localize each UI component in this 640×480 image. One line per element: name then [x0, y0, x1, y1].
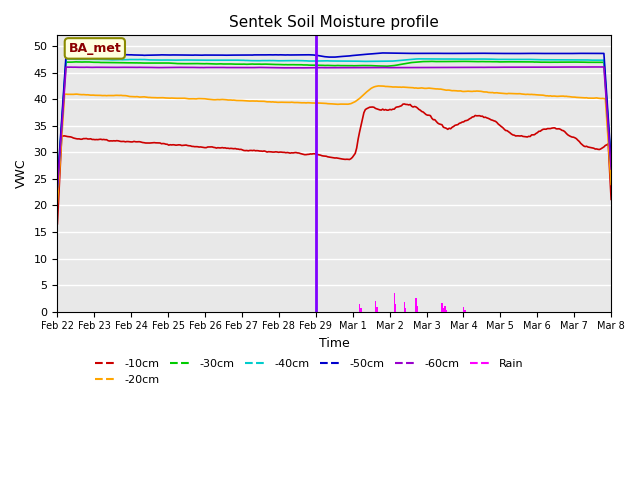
Bar	[465, 310, 466, 312]
Bar	[444, 306, 445, 312]
Bar	[463, 307, 464, 312]
Bar	[394, 293, 395, 312]
Legend: -10cm, -20cm, -30cm, -40cm, -50cm, -60cm, Rain: -10cm, -20cm, -30cm, -40cm, -50cm, -60cm…	[91, 355, 528, 389]
Text: BA_met: BA_met	[68, 42, 121, 55]
X-axis label: Time: Time	[319, 337, 349, 350]
Bar	[404, 302, 405, 312]
Bar	[405, 308, 406, 312]
Title: Sentek Soil Moisture profile: Sentek Soil Moisture profile	[229, 15, 439, 30]
Bar	[417, 306, 418, 312]
Bar	[415, 299, 417, 312]
Bar	[360, 309, 362, 312]
Bar	[376, 307, 378, 312]
Bar	[395, 304, 396, 312]
Bar	[442, 303, 443, 312]
Bar	[443, 308, 444, 312]
Bar	[375, 301, 376, 312]
Bar	[359, 304, 360, 312]
Y-axis label: VWC: VWC	[15, 159, 28, 188]
Bar	[445, 310, 447, 312]
